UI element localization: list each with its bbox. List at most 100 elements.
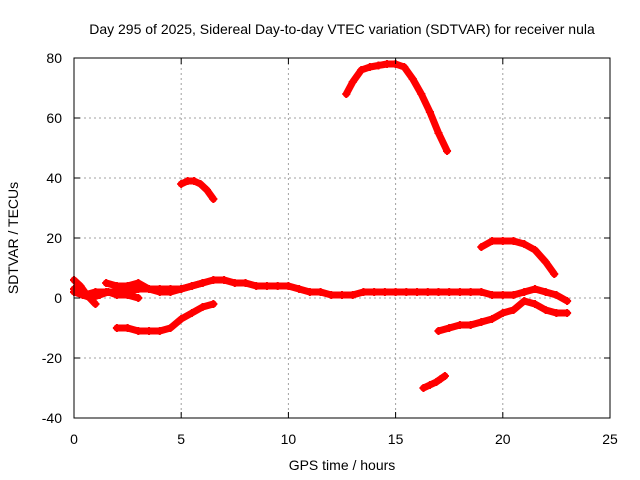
data-point (295, 285, 304, 293)
data-point (327, 291, 336, 299)
data-point (187, 309, 196, 317)
data-point (145, 327, 154, 335)
data-point (338, 291, 346, 299)
data-point (488, 315, 497, 323)
data-point (95, 291, 104, 299)
series-line (102, 279, 207, 296)
data-point (76, 282, 85, 290)
data-point (541, 258, 550, 266)
data-point (425, 381, 434, 389)
data-point (408, 75, 417, 83)
data-point (262, 282, 271, 290)
data-point (488, 237, 497, 245)
data-point (155, 327, 164, 335)
data-point (177, 180, 186, 188)
data-point (530, 285, 539, 293)
chart-title: Day 295 of 2025, Sidereal Day-to-day VTE… (89, 21, 595, 37)
series-track-evening-a (434, 297, 572, 335)
axis-ticks: 0 5 10 15 20 25 -40 -20 0 20 40 60 80 (42, 50, 618, 447)
y-tick-label: 40 (46, 170, 62, 186)
series-track-morning-a (102, 279, 207, 296)
data-point (509, 306, 518, 314)
data-point (466, 288, 475, 296)
data-point (112, 282, 121, 290)
data-point (123, 291, 132, 299)
data-point (541, 288, 550, 296)
data-point (348, 78, 357, 86)
data-point (402, 288, 411, 296)
data-point (425, 108, 434, 116)
data-point (166, 324, 175, 332)
data-point (498, 237, 507, 245)
data-point (530, 300, 539, 308)
y-tick-label: 20 (46, 230, 62, 246)
data-point (177, 285, 186, 293)
data-point (357, 66, 366, 74)
data-point (123, 324, 132, 332)
data-point (230, 279, 239, 287)
data-point (134, 279, 143, 287)
data-point (413, 288, 422, 296)
data-point (102, 279, 111, 287)
data-point (488, 291, 497, 299)
data-point (552, 309, 561, 317)
data-point (443, 147, 452, 155)
data-point (477, 288, 486, 296)
series-track-dip (419, 372, 449, 392)
data-point (552, 291, 561, 299)
y-tick-label: -40 (42, 410, 62, 426)
data-point (530, 246, 539, 254)
data-point (455, 288, 464, 296)
data-point (91, 300, 100, 308)
data-point (196, 180, 205, 188)
series-track-evening-b (477, 237, 559, 278)
data-point (520, 297, 529, 305)
data-point (155, 288, 164, 296)
data-point (87, 294, 96, 302)
data-point (359, 288, 368, 296)
data-point (417, 90, 426, 98)
x-tick-label: 15 (388, 431, 404, 447)
data-point (434, 129, 443, 137)
data-point (316, 288, 325, 296)
x-tick-label: 5 (177, 431, 185, 447)
data-point (380, 288, 389, 296)
data-point (209, 195, 218, 203)
y-tick-label: -20 (42, 350, 62, 366)
data-point (342, 90, 351, 98)
x-tick-label: 20 (495, 431, 511, 447)
data-point (177, 315, 186, 323)
data-point (520, 240, 529, 248)
series-track-midday (177, 177, 218, 203)
data-point (400, 63, 409, 71)
data-point (78, 291, 87, 299)
data-point (445, 324, 454, 332)
data-point (190, 177, 199, 185)
data-point (509, 291, 518, 299)
data-point (423, 288, 432, 296)
data-point (123, 282, 132, 290)
data-point (391, 288, 400, 296)
data-point (436, 375, 445, 383)
y-axis-label: SDTVAR / TECUs (5, 182, 21, 294)
series-track-morning-b (112, 300, 218, 335)
data-point (498, 309, 507, 317)
data-point (383, 60, 392, 68)
data-point (445, 288, 454, 296)
data-point (520, 288, 529, 296)
data-point (145, 285, 154, 293)
data-point (112, 324, 121, 332)
data-point (466, 321, 475, 329)
data-point (284, 282, 293, 290)
series-line (342, 60, 451, 155)
data-point (252, 282, 261, 290)
data-point (541, 306, 550, 314)
data-point (509, 237, 518, 245)
y-tick-label: 60 (46, 110, 62, 126)
data-point (365, 63, 374, 71)
data-point (477, 318, 486, 326)
x-tick-label: 0 (70, 431, 78, 447)
x-tick-label: 10 (281, 431, 297, 447)
data-point (370, 288, 379, 296)
